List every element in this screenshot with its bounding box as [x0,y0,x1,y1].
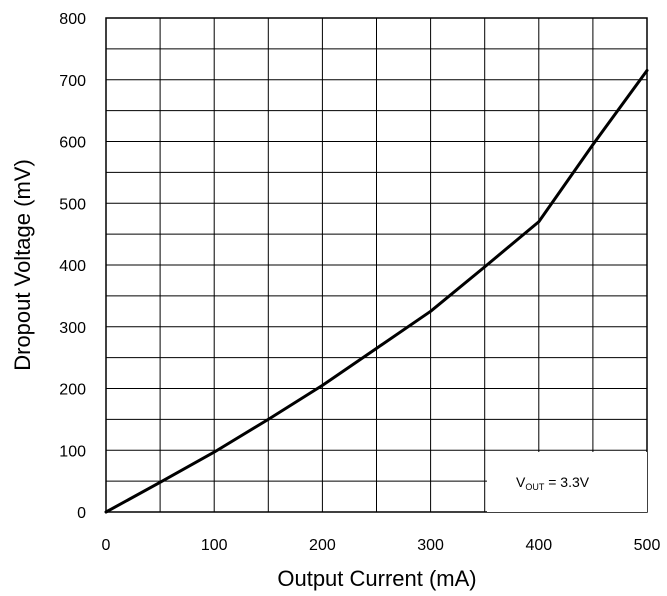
y-tick-label: 500 [59,196,86,213]
x-tick-label: 400 [525,537,552,554]
x-axis-title: Output Current (mA) [277,566,476,591]
plot-area-frame [105,17,648,513]
vout-annotation-text: VOUT = 3.3V [516,474,590,492]
x-tick-label: 500 [634,537,661,554]
y-axis-ticks: 0 100 200 300 400 500 600 700 800 [59,11,86,522]
x-tick-label: 300 [417,537,444,554]
x-axis-ticks: 0 100 200 300 400 500 [102,537,661,554]
series-layer [104,68,649,514]
y-axis-title: Dropout Voltage (mV) [10,159,35,371]
y-tick-label: 800 [59,11,86,28]
y-tick-label: 300 [59,320,86,337]
y-tick-label: 0 [77,505,86,522]
y-tick-label: 600 [59,135,86,152]
vout-annotation-box [487,452,647,512]
grid-lines [106,18,647,512]
y-tick-label: 100 [59,443,86,460]
x-tick-label: 0 [102,537,111,554]
y-tick-label: 400 [59,258,86,275]
vout-annotation: VOUT = 3.3V [487,452,647,512]
y-tick-label: 700 [59,73,86,90]
x-tick-label: 100 [201,537,228,554]
x-tick-label: 200 [309,537,336,554]
y-tick-label: 200 [59,382,86,399]
series-line [104,68,649,514]
